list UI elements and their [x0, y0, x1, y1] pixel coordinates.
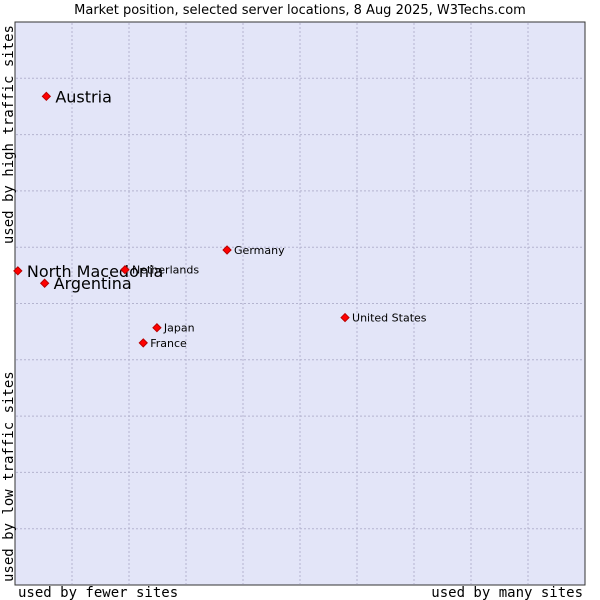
gridlines: [16, 23, 584, 584]
data-point-argentina[interactable]: [39, 278, 50, 288]
data-point-netherlands[interactable]: [120, 265, 130, 275]
data-label-germany: Germany: [234, 244, 285, 257]
data-label-france: France: [150, 337, 187, 350]
chart-title: Market position, selected server locatio…: [74, 3, 526, 18]
data-points: Austria North MacedoniaArgentinaNetherlan…: [13, 87, 427, 350]
data-label-japan: Japan: [163, 322, 195, 335]
data-point-united-states[interactable]: [340, 312, 350, 323]
data-point-austria[interactable]: [41, 91, 52, 102]
data-label-north-macedonia: North Macedonia: [27, 262, 163, 281]
data-label-united-states: United States: [352, 312, 427, 325]
data-point-north-macedonia[interactable]: [13, 266, 23, 276]
data-point-germany[interactable]: [222, 245, 232, 255]
data-label-argentina: Argentina: [54, 274, 132, 293]
x-axis-label-right: used by many sites: [431, 585, 583, 600]
y-axis-label-top: used by high traffic sites: [1, 25, 17, 244]
data-point-japan[interactable]: [152, 323, 162, 333]
data-label-netherlands: Netherlands: [132, 264, 199, 277]
x-axis-label-left: used by fewer sites: [18, 585, 178, 600]
data-label-austria: Austria: [55, 87, 112, 106]
y-axis-label-bottom: used by low traffic sites: [1, 371, 17, 582]
data-point-france[interactable]: [138, 338, 148, 348]
